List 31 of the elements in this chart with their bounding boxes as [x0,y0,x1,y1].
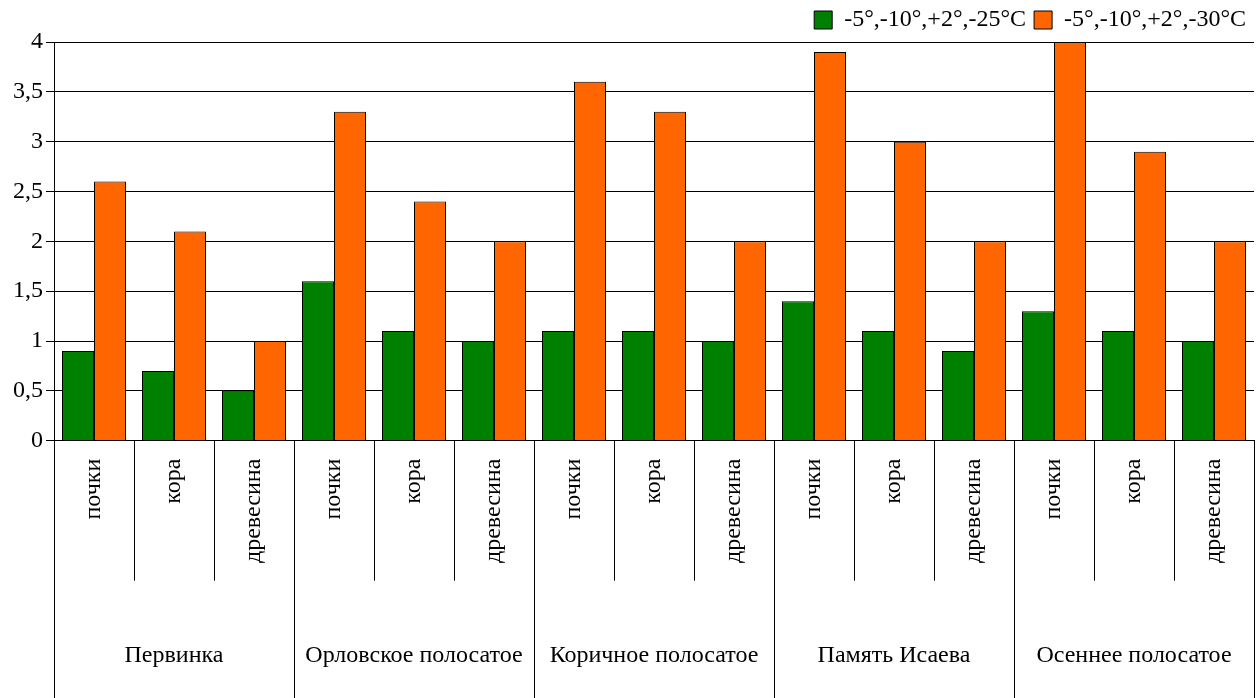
x-tick-label: почки [799,458,826,520]
y-tick-label: 1,5 [13,276,43,303]
y-tick-label: 3 [31,126,43,153]
x-tick-label: кора [879,458,906,504]
x-tick-label: почки [79,458,106,520]
x-tick-label: кора [159,458,186,504]
x-tick-label: почки [319,458,346,520]
x-tick-label: древесина [959,458,986,563]
y-tick-label: 1 [31,326,43,353]
x-tick-label: кора [399,458,426,504]
x-tick-label: древесина [239,458,266,563]
text: Память Исаева [817,641,971,667]
x-tick-label: почки [1039,458,1066,520]
y-tick-label: 2,5 [13,176,43,203]
x-tick-label: древесина [719,458,746,563]
y-tick-label: 2 [31,226,43,253]
text: Осеннее полосатое [1036,641,1232,667]
x-tick-label: кора [639,458,666,504]
x-tick-label: древесина [479,458,506,563]
x-tick-label: почки [559,458,586,520]
text: Орловское полосатое [305,641,523,667]
y-tick-label: 3,5 [13,77,43,104]
text: Первинка [124,641,224,667]
text: Коричное полосатое [549,641,759,667]
x-tick-label: древесина [1199,458,1226,563]
y-tick-label: 4 [31,27,43,54]
legend-label: -5°,-10°,+2°,-30°C [1064,5,1247,32]
legend-label: -5°,-10°,+2°,-25°C [844,5,1027,32]
x-tick-label: кора [1119,458,1146,504]
y-tick-label: 0,5 [13,376,43,403]
y-tick-label: 0 [31,426,43,452]
